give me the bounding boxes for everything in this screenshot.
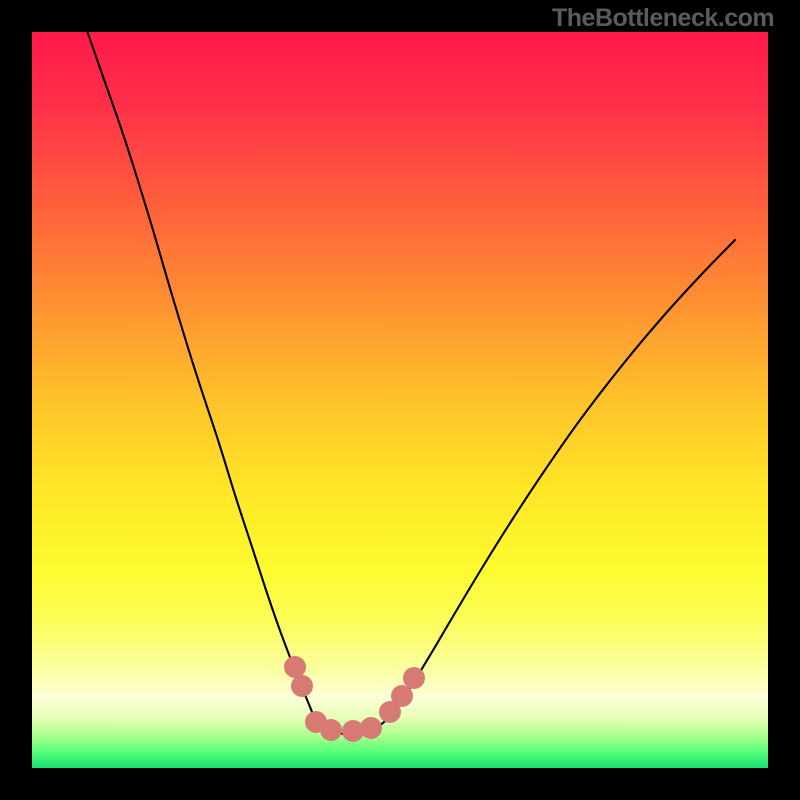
plot-area <box>32 32 768 768</box>
marker-dot <box>291 675 313 697</box>
watermark: TheBottleneck.com <box>552 4 774 33</box>
marker-dot <box>360 717 382 739</box>
marker-dot <box>284 656 306 678</box>
marker-dot <box>403 667 425 689</box>
marker-dot <box>320 719 342 741</box>
marker-dot <box>391 685 413 707</box>
